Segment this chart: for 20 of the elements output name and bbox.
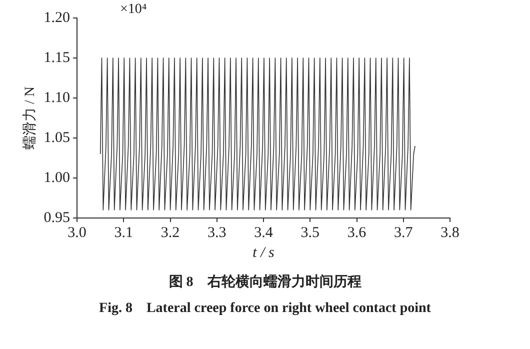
y-tick-label: 1.15 xyxy=(44,50,70,66)
x-tick-label: 3.8 xyxy=(440,224,460,241)
x-tick-label: 3.1 xyxy=(114,224,134,241)
x-tick-label: 3.6 xyxy=(347,224,367,241)
y-tick-label: 1.20 xyxy=(44,10,70,26)
y-tick-label: 1.00 xyxy=(44,170,70,186)
y-axis-title: 蠕滑力 / N xyxy=(22,86,38,150)
caption: 图 8 右轮横向蠕滑力时间历程 xyxy=(168,273,362,292)
x-tick-label: 3.2 xyxy=(160,224,180,241)
x-tick-label: 3.3 xyxy=(208,224,226,241)
x-tick-label: 3.7 xyxy=(394,224,414,241)
x-tick-label: 3.5 xyxy=(300,224,320,241)
text: ×10⁴ xyxy=(120,2,147,18)
y-tick-label: 1.05 xyxy=(44,130,70,146)
x-tick-label: 3.4 xyxy=(254,224,274,241)
caption: Fig. 8 Lateral creep force on right wheel contact point xyxy=(98,300,432,318)
y-tick-label: 1.10 xyxy=(44,90,70,106)
x-axis-title: t / s xyxy=(252,244,275,261)
x-tick-label: 3.0 xyxy=(68,224,86,241)
y-tick-label: 0.95 xyxy=(44,210,70,226)
